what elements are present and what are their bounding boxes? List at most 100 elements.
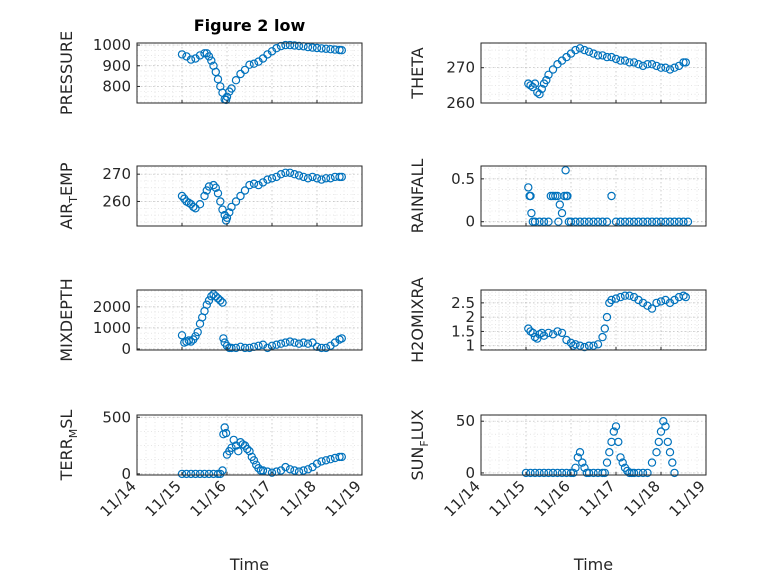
data-point (670, 217, 679, 226)
y-tick-label: 1000 (93, 319, 131, 337)
data-point (213, 189, 223, 198)
data-point (634, 59, 643, 69)
data-point (584, 217, 594, 226)
data-point (557, 328, 567, 338)
y-tick-label: 50 (456, 412, 475, 430)
data-point (207, 56, 216, 65)
data-point (321, 456, 331, 465)
data-point (218, 205, 227, 214)
data-point (231, 197, 241, 206)
subplot-h2omixra: 11.522.5 H2OMIXRA (408, 277, 707, 363)
data-point (530, 79, 540, 88)
y-tick-label: 0.5 (451, 170, 475, 188)
data-point (542, 75, 551, 85)
y-tick-label: 500 (102, 408, 131, 426)
y-tick-label: 0 (121, 340, 131, 358)
subplot-mixdepth: 0 1000 2000 MIXDEPTH (57, 278, 363, 362)
data-point (625, 468, 634, 478)
data-point (209, 290, 218, 299)
data-point (571, 463, 580, 472)
data-point (299, 466, 308, 475)
data-point (254, 180, 263, 190)
data-point (571, 340, 580, 349)
x-tick-label: 11/19 (666, 477, 709, 520)
subplot-pressure: 800 900 1000 PRESSURE Figure 2 low (57, 16, 363, 115)
data-point (213, 294, 223, 303)
data-point (593, 51, 603, 60)
data-point (561, 166, 570, 175)
data-point (589, 49, 598, 58)
data-point (204, 52, 214, 61)
data-point (204, 469, 214, 479)
data-point (272, 340, 281, 349)
data-point (281, 40, 290, 50)
data-point (544, 217, 553, 226)
data-point (193, 327, 202, 337)
data-point (607, 191, 616, 201)
data-point (584, 341, 594, 350)
data-point (245, 447, 254, 456)
data-point (526, 81, 535, 90)
data-point (285, 168, 295, 177)
data-point (647, 217, 657, 226)
plot-area (137, 290, 362, 350)
data-point (634, 468, 643, 478)
data-point (614, 437, 623, 447)
data-point (665, 298, 675, 308)
data-point (607, 52, 616, 62)
data-point (616, 292, 625, 302)
data-point (638, 298, 648, 308)
y-axis-label: AIRTEMP (57, 162, 80, 229)
data-point (563, 191, 572, 201)
data-point (634, 295, 643, 305)
data-point (602, 458, 612, 467)
data-point (263, 343, 272, 353)
data-point (647, 304, 657, 313)
figure-title: Figure 2 low (194, 16, 306, 35)
axes-box (480, 289, 707, 351)
data-point (220, 423, 229, 432)
data-point (231, 75, 241, 85)
data-point (321, 174, 331, 183)
data-point (629, 292, 639, 302)
data-point (652, 217, 661, 226)
plot-area (137, 43, 362, 103)
data-point (191, 332, 200, 341)
data-point (191, 469, 200, 479)
data-point (544, 468, 553, 478)
axes-box (480, 165, 707, 227)
data-point (652, 61, 661, 71)
data-point (580, 342, 589, 352)
data-point (317, 175, 326, 184)
data-point (303, 465, 313, 474)
data-point (665, 217, 675, 226)
data-point (620, 56, 630, 65)
data-point (553, 468, 562, 478)
data-point (629, 217, 639, 226)
data-point (272, 172, 281, 182)
data-point (620, 217, 630, 226)
data-point (560, 191, 569, 201)
data-point (312, 174, 322, 183)
data-point (231, 343, 241, 353)
data-point (575, 44, 585, 53)
data-point (281, 462, 290, 472)
data-point (616, 56, 625, 65)
data-point (554, 217, 563, 226)
y-tick-label: 0 (465, 213, 475, 231)
data-point (557, 468, 567, 478)
y-tick-label: 1000 (93, 36, 131, 54)
data-point (548, 330, 558, 339)
data-point (209, 180, 218, 190)
data-point (681, 292, 691, 302)
data-point (643, 217, 652, 226)
data-point (276, 339, 286, 348)
data-point (526, 468, 535, 478)
subplot-theta: 260 270 THETA (408, 42, 707, 112)
data-point (249, 456, 259, 465)
data-point (544, 328, 553, 338)
y-tick-label: 1 (465, 337, 475, 355)
data-point (557, 208, 567, 218)
axes-box (480, 42, 707, 104)
data-point (580, 217, 589, 226)
